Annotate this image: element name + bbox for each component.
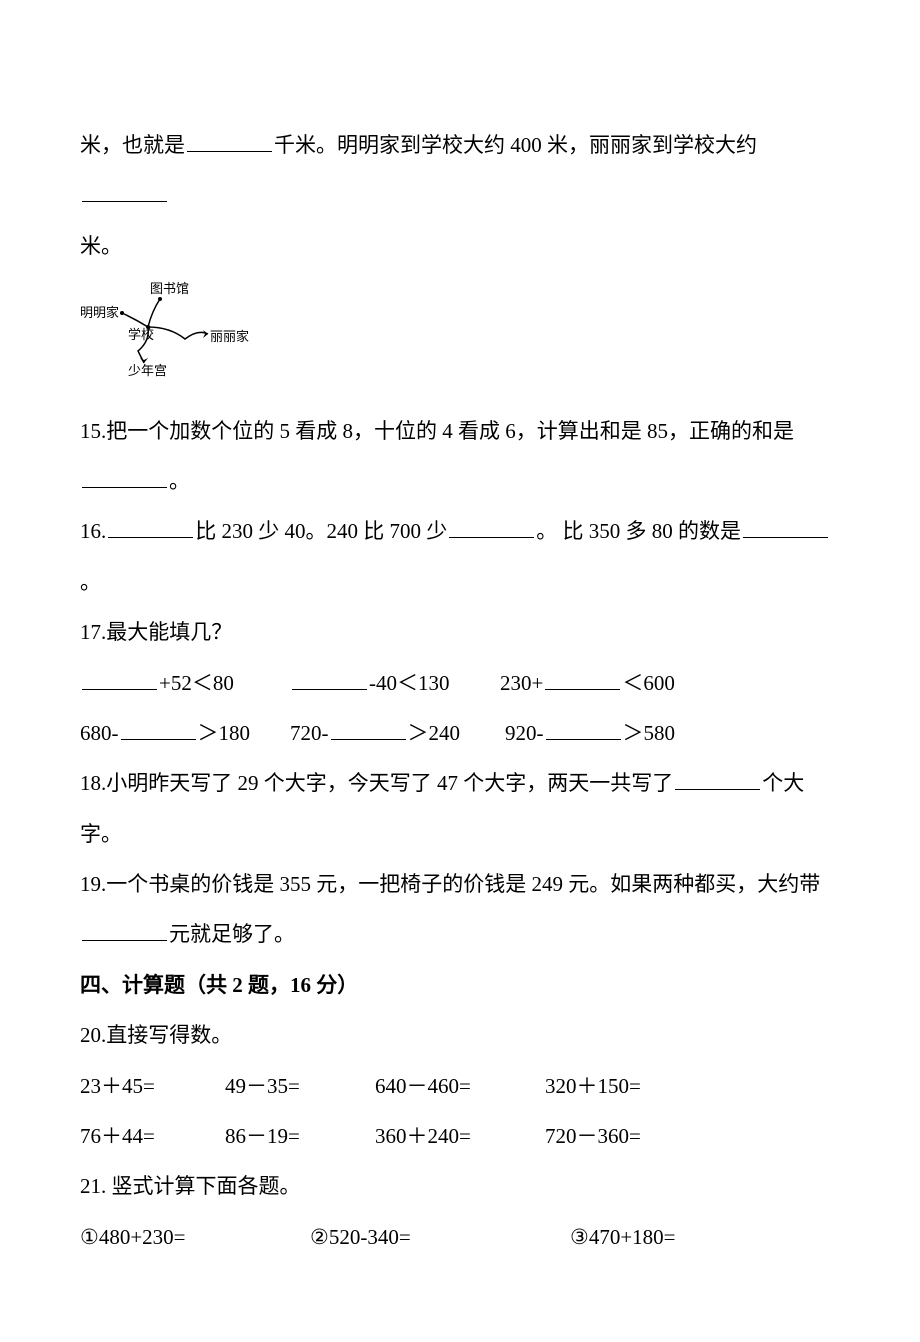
q17-r2d: ＞240 xyxy=(408,721,461,745)
label-lili: 丽丽家 xyxy=(210,329,249,344)
section4-title: 四、计算题（共 2 题，16 分） xyxy=(80,960,840,1010)
q17-row2: 680- ＞180 720- ＞240 920- ＞580 xyxy=(80,708,840,758)
q20-row2: 76＋44= 86－19= 360＋240= 720－360= xyxy=(80,1111,840,1161)
q19-b: 元就足够了。 xyxy=(169,922,295,946)
q16-blank-3 xyxy=(743,516,828,538)
q20-title: 20.直接写得数。 xyxy=(80,1010,840,1060)
q21-b: ②520-340= xyxy=(310,1212,570,1262)
q16-blank-2 xyxy=(449,516,534,538)
q14-line1: 米，也就是 千米。明明家到学校大约 400 米，丽丽家到学校大约 xyxy=(80,120,840,221)
diagram-svg: 图书馆 明明家 学校 丽丽家 少年宫 xyxy=(80,279,260,379)
q18: 18.小明昨天写了 29 个大字，今天写了 47 个大字，两天一共写了个大字。 xyxy=(80,758,840,859)
q17-blank-2 xyxy=(292,668,367,690)
q18-a: 18.小明昨天写了 29 个大字，今天写了 47 个大字，两天一共写了 xyxy=(80,771,673,795)
q19-line2: 元就足够了。 xyxy=(80,909,840,959)
q20-r2-d: 720－360= xyxy=(545,1111,641,1161)
label-school: 学校 xyxy=(128,327,154,342)
q16-blank-1 xyxy=(108,516,193,538)
q15-text-a: 15.把一个加数个位的 5 看成 8，十位的 4 看成 6，计算出和是 85，正… xyxy=(80,419,794,443)
q17-blank-6 xyxy=(546,718,621,740)
q17-row1: +52＜80 -40＜130 230+ ＜600 xyxy=(80,658,840,708)
q17-r1b: -40＜130 xyxy=(369,671,450,695)
q17-blank-4 xyxy=(121,718,196,740)
label-library: 图书馆 xyxy=(150,281,189,296)
q16-b: 比 230 少 40。240 比 700 少 xyxy=(195,519,447,543)
label-palace: 少年宫 xyxy=(128,363,167,378)
q17-r2f: ＞580 xyxy=(623,721,676,745)
q18-blank xyxy=(675,768,760,790)
q20-row1: 23＋45= 49－35= 640－460= 320＋150= xyxy=(80,1061,840,1111)
q17-blank-3 xyxy=(545,668,620,690)
q17-r2-item2: 720- ＞240 xyxy=(290,708,505,758)
q14-blank-1 xyxy=(187,130,272,152)
q14-text-c: 米。 xyxy=(80,234,122,258)
q17-r1-item1: +52＜80 xyxy=(80,658,290,708)
q16: 16. 比 230 少 40。240 比 700 少 。 比 350 多 80 的数… xyxy=(80,506,840,607)
q21-a: ①480+230= xyxy=(80,1212,310,1262)
q20-r1-c: 640－460= xyxy=(375,1061,545,1111)
q17-blank-1 xyxy=(82,668,157,690)
q16-c: 。 比 350 多 80 的数是 xyxy=(536,519,741,543)
q15: 15.把一个加数个位的 5 看成 8，十位的 4 看成 6，计算出和是 85，正… xyxy=(80,406,840,456)
q17-blank-5 xyxy=(331,718,406,740)
q17-r2a: 680- xyxy=(80,721,119,745)
q17-r1c: 230+ xyxy=(500,671,543,695)
q16-d: 。 xyxy=(80,570,101,594)
q19-line1: 19.一个书桌的价钱是 355 元，一把椅子的价钱是 249 元。如果两种都买，… xyxy=(80,859,840,909)
q17-r1d: ＜600 xyxy=(622,671,675,695)
q20-r2-a: 76＋44= xyxy=(80,1111,225,1161)
q15-blank xyxy=(82,466,167,488)
q21-title: 21. 竖式计算下面各题。 xyxy=(80,1161,840,1211)
q14-line2: 米。 xyxy=(80,221,840,271)
q21-c: ③470+180= xyxy=(570,1212,676,1262)
q14-text-b: 千米。明明家到学校大约 400 米，丽丽家到学校大约 xyxy=(274,133,757,157)
label-home: 明明家 xyxy=(80,305,119,320)
q20-r1-d: 320＋150= xyxy=(545,1061,641,1111)
q17-r1-item2: -40＜130 xyxy=(290,658,500,708)
q14-blank-2 xyxy=(82,180,167,202)
q20-r1-a: 23＋45= xyxy=(80,1061,225,1111)
q15-text-b: 。 xyxy=(169,469,190,493)
q14-text-a: 米，也就是 xyxy=(80,133,185,157)
q16-a: 16. xyxy=(80,519,106,543)
q17-r1-item3: 230+ ＜600 xyxy=(500,658,675,708)
q19-blank xyxy=(82,919,167,941)
q17-title: 17.最大能填几？ xyxy=(80,607,840,657)
q20-r2-b: 86－19= xyxy=(225,1111,375,1161)
q17-r2-item1: 680- ＞180 xyxy=(80,708,290,758)
q20-r2-c: 360＋240= xyxy=(375,1111,545,1161)
q21-row: ①480+230= ②520-340= ③470+180= xyxy=(80,1212,840,1262)
map-diagram: 图书馆 明明家 学校 丽丽家 少年宫 xyxy=(80,279,840,397)
q17-r2e: 920- xyxy=(505,721,544,745)
q20-r1-b: 49－35= xyxy=(225,1061,375,1111)
q17-r2c: 720- xyxy=(290,721,329,745)
q17-r1a: +52＜80 xyxy=(159,671,234,695)
q17-r2b: ＞180 xyxy=(198,721,251,745)
q15-blank-line: 。 xyxy=(80,456,840,506)
q17-r2-item3: 920- ＞580 xyxy=(505,708,675,758)
